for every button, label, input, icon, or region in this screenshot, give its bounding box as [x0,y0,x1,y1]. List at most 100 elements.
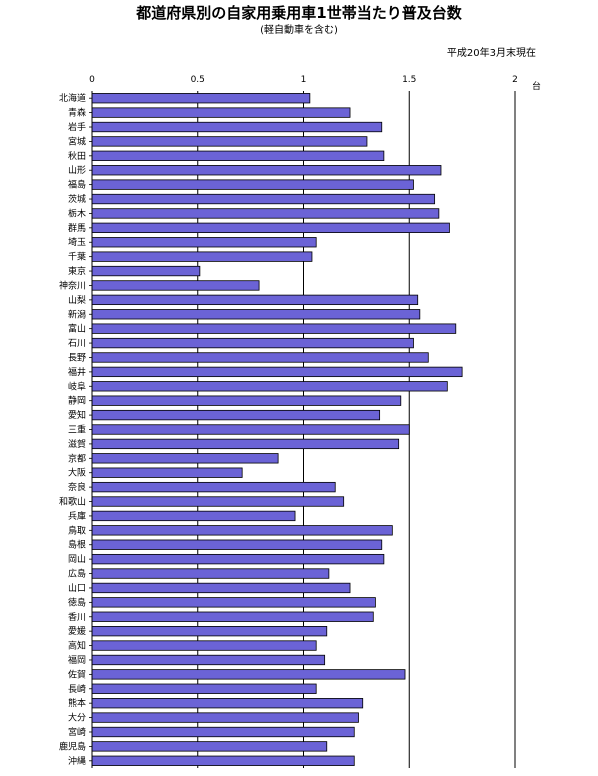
bar [91,280,260,291]
category-label: 高知 [68,640,86,652]
bar [91,669,406,680]
bar [91,193,436,205]
category-label: 群馬 [68,222,86,234]
category-label: 石川 [68,339,86,349]
category-label: 愛媛 [68,625,86,637]
category-label: 香川 [68,612,86,623]
category-label: 千葉 [68,251,86,263]
category-label: 福岡 [68,654,86,666]
bar [91,323,457,334]
bar [91,525,393,536]
category-label: 宮崎 [68,726,86,738]
bar [91,510,296,522]
bar [91,352,429,363]
category-label: 鳥取 [68,524,86,536]
category-label: 北海道 [59,92,86,104]
category-label: 愛知 [68,409,86,421]
bar [91,654,326,666]
category-label: 熊本 [68,697,86,709]
bar [91,741,328,752]
category-label: 岐阜 [68,380,86,392]
category-label: 東京 [68,265,86,277]
category-label: 鹿児島 [59,740,86,752]
x-tick-label: 1.5 [402,75,416,85]
category-label: 沖縄 [68,755,86,767]
category-label: 静岡 [68,395,86,407]
category-label: 長野 [68,352,86,363]
date-note: 平成20年3月末現在 [446,48,536,59]
category-label: 新潟 [68,308,86,320]
category-label: 徳島 [68,596,86,608]
category-label: 山口 [68,583,86,594]
bar [91,698,364,709]
bar [91,237,317,248]
chart-title: 都道府県別の自家用乗用車1世帯当たり普及台数 [136,4,462,22]
category-label: 岡山 [68,554,86,565]
bar [91,553,385,565]
bar [91,481,336,493]
bar [91,424,410,435]
bar [91,582,351,594]
bar [91,337,414,349]
bar [91,568,330,579]
category-label: 埼玉 [68,236,86,248]
x-tick-label: 1 [301,75,307,85]
category-label: 茨城 [68,193,86,205]
category-label: 福井 [68,366,86,378]
x-tick-label: 2 [512,75,518,85]
category-label: 大阪 [68,467,86,479]
bar [91,640,317,651]
category-label: 滋賀 [68,438,86,450]
category-label: 秋田 [68,150,86,162]
category-label: 福島 [68,179,86,191]
bar [91,539,383,550]
category-label: 山形 [68,164,86,176]
category-label: 神奈川 [59,279,86,291]
category-label: 奈良 [68,481,86,493]
bar [91,712,359,723]
bar [91,107,351,118]
category-label: 島根 [68,539,86,551]
bar [91,395,402,406]
category-label: 岩手 [68,121,86,133]
category-label: 兵庫 [68,510,86,522]
category-label: 京都 [68,452,86,464]
bar [91,136,368,147]
x-tick-label: 0 [89,75,95,85]
bar [91,597,376,608]
x-tick-label: 0.5 [191,75,205,85]
bar [91,165,442,176]
bar [91,121,383,133]
bar [91,93,311,104]
bar [91,453,279,464]
category-label: 大分 [68,712,86,724]
bar [91,467,243,478]
bar [91,683,317,694]
bar [91,179,414,190]
category-label: 三重 [68,424,86,436]
bar [91,438,400,450]
bar [91,309,421,320]
category-label: 富山 [68,323,86,335]
category-label: 宮城 [68,135,86,147]
chart-subtitle: (軽自動車を含む) [260,25,338,36]
bar [91,726,355,738]
category-label: 栃木 [68,207,86,219]
category-label: 青森 [68,107,86,119]
bar [91,265,201,277]
bar [91,366,463,378]
unit-label: 台 [532,82,542,92]
bar [91,611,374,622]
bar [91,381,448,392]
bar [91,496,345,507]
bar [91,251,313,262]
bar [91,626,328,637]
bar [91,208,440,219]
category-label: 山梨 [68,294,86,306]
bar [91,222,450,233]
bar [91,755,355,766]
bar [91,150,385,161]
category-label: 佐賀 [68,668,86,680]
category-label: 長崎 [68,683,86,695]
